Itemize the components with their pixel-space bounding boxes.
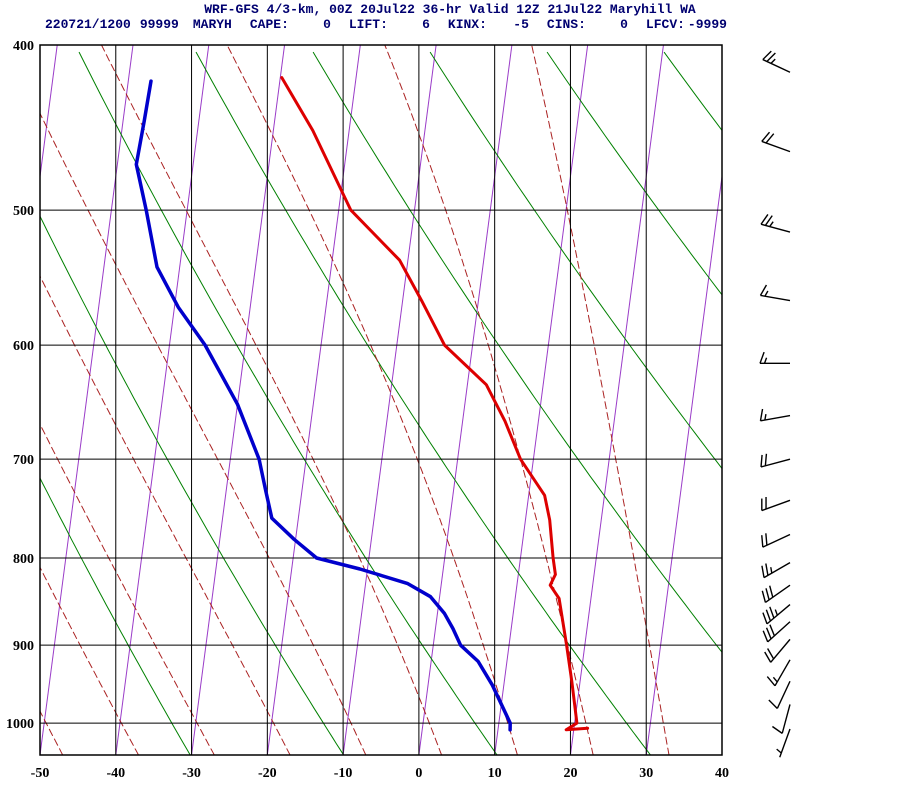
kinx-value: -5 <box>513 17 529 32</box>
wind-barb <box>761 561 791 579</box>
sounding-curves <box>134 76 590 732</box>
temperature-tick-label: -20 <box>258 766 277 781</box>
pressure-tick-label: 500 <box>13 204 34 219</box>
lift-label: LIFT: <box>348 17 388 32</box>
pressure-tick-label: 900 <box>13 639 34 654</box>
lfcv-label: LFCV: <box>645 17 685 32</box>
wind-barb <box>762 621 791 643</box>
wind-barb <box>766 659 791 687</box>
pressure-tick-label: 1000 <box>6 717 34 732</box>
pressure-tick-label: 600 <box>13 339 34 354</box>
temperature-tick-label: 30 <box>639 766 653 781</box>
temperature-tick-label: -40 <box>106 766 125 781</box>
station-wmo-id: 99999 <box>139 17 179 32</box>
kinx-label: KINX: <box>447 17 487 32</box>
cins-value: 0 <box>620 17 628 32</box>
temperature-axis-labels: -50 -40 -30 -20 -10 0 10 20 30 40 <box>31 766 729 781</box>
temperature-tick-label: -50 <box>31 766 50 781</box>
wind-barb <box>762 50 791 73</box>
wind-barb <box>761 533 791 548</box>
wind-barb <box>762 604 791 625</box>
isotherm-lines <box>40 45 722 755</box>
cins-label: CINS: <box>546 17 586 32</box>
temperature-tick-label: 0 <box>415 766 422 781</box>
dry-adiabat-lines <box>40 51 722 755</box>
plot-background <box>40 45 722 755</box>
station-name: MARYH <box>192 17 232 32</box>
moist-adiabat-lines <box>40 45 670 755</box>
temperature-tick-label: 10 <box>488 766 502 781</box>
wind-barb <box>760 453 791 468</box>
lfcv-value: -9999 <box>687 17 727 32</box>
wind-barb <box>761 584 791 604</box>
pressure-tick-label: 700 <box>13 453 34 468</box>
cape-label: CAPE: <box>249 17 289 32</box>
temperature-tick-label: 40 <box>715 766 729 781</box>
wind-barb <box>764 638 791 663</box>
dewpoint-curve <box>134 79 512 732</box>
wind-barbs <box>759 50 791 758</box>
temperature-tick-label: 20 <box>563 766 577 781</box>
temperature-tick-label: -10 <box>334 766 353 781</box>
wind-barb <box>759 351 790 365</box>
cape-value: 0 <box>323 17 331 32</box>
wind-barb <box>760 214 791 233</box>
pressure-tick-label: 800 <box>13 552 34 567</box>
wind-barb <box>759 408 791 422</box>
temperature-curve <box>280 76 590 732</box>
pressure-axis-labels: 400 500 600 700 800 900 1000 <box>6 39 34 732</box>
temperature-tick-label: -30 <box>182 766 201 781</box>
station-datetime: 220721/1200 <box>45 17 131 32</box>
wind-barb <box>776 728 791 758</box>
lift-value: 6 <box>422 17 430 32</box>
wind-barb <box>761 131 791 153</box>
grid-layer <box>39 44 723 756</box>
wind-barb <box>772 704 791 734</box>
chart-title: WRF-GFS 4/3-km, 00Z 20Jul22 36-hr Valid … <box>204 2 696 17</box>
wind-barb <box>768 680 791 709</box>
station-stats-line: 220721/1200 99999 MARYH CAPE: 0 LIFT: 6 KINX: -5… <box>45 17 727 32</box>
wind-barb <box>759 284 791 302</box>
wind-barb <box>761 497 791 512</box>
pressure-tick-label: 400 <box>13 39 34 54</box>
